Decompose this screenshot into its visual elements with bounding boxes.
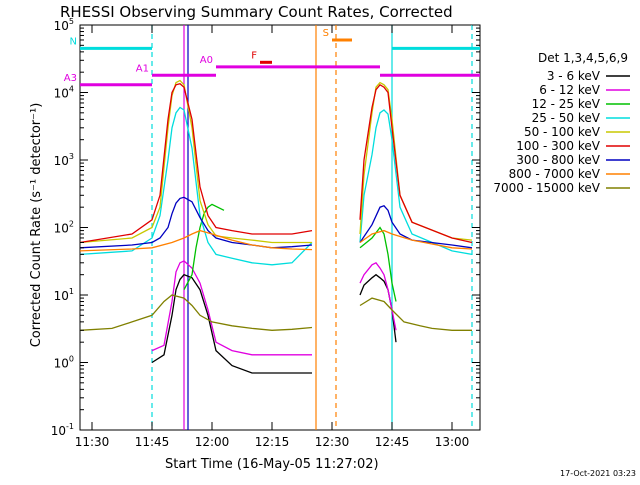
legend-label-2: 12 - 25 keV bbox=[532, 97, 601, 111]
legend-label-0: 3 - 6 keV bbox=[547, 69, 601, 83]
annotation-label-s: S bbox=[323, 28, 329, 39]
y-tick-label-1: 100 bbox=[54, 355, 74, 371]
annotation-label-a3: A3 bbox=[64, 73, 77, 84]
footer-date: 17-Oct-2021 03:23 bbox=[560, 469, 636, 478]
x-tick-label-1: 11:45 bbox=[135, 435, 170, 449]
series-line-4-1 bbox=[359, 81, 473, 241]
y-tick-label-2: 101 bbox=[54, 287, 74, 303]
y-tick-label-3: 102 bbox=[54, 220, 74, 236]
x-tick-label-4: 12:30 bbox=[315, 435, 350, 449]
annotation-label-n: N bbox=[70, 36, 77, 47]
legend-label-1: 6 - 12 keV bbox=[539, 83, 601, 97]
series-line-7-0 bbox=[79, 229, 313, 252]
series-line-6-0 bbox=[79, 196, 313, 249]
y-tick-label-4: 103 bbox=[54, 152, 74, 168]
series-line-3-1 bbox=[359, 109, 473, 256]
legend-label-4: 50 - 100 keV bbox=[524, 125, 601, 139]
plot-area: N S F A0 A1 A3 11:30 11:45 12:00 12:15 12:30 12:45 1… bbox=[51, 17, 630, 449]
y-tick-label-0: 10-1 bbox=[51, 422, 74, 438]
series-line-4-0 bbox=[79, 79, 312, 244]
annotation-label-a0: A0 bbox=[200, 55, 213, 66]
series-line-7-1 bbox=[359, 229, 473, 250]
series-line-5-0 bbox=[79, 82, 313, 244]
series-line-8-0 bbox=[79, 294, 313, 331]
x-tick-label-2: 12:00 bbox=[195, 435, 230, 449]
series-line-0-0 bbox=[151, 273, 312, 374]
legend-title: Det 1,3,4,5,6,9 bbox=[538, 51, 628, 65]
y-tick-label-6: 105 bbox=[54, 17, 74, 33]
series-line-1-0 bbox=[151, 260, 312, 356]
chart-title: RHESSI Observing Summary Count Rates, Co… bbox=[60, 3, 453, 21]
series-line-8-1 bbox=[359, 297, 472, 331]
x-tick-label-0: 11:30 bbox=[75, 435, 110, 449]
annotation-label-a1: A1 bbox=[136, 63, 149, 74]
series-line-2-1 bbox=[359, 226, 397, 302]
y-axis-label: Corrected Count Rate (s⁻¹ detector⁻¹) bbox=[29, 103, 44, 348]
series-line-6-1 bbox=[359, 205, 473, 249]
legend-label-6: 300 - 800 keV bbox=[516, 153, 600, 167]
x-tick-label-6: 13:00 bbox=[435, 435, 470, 449]
series-line-1-1 bbox=[359, 261, 397, 331]
y-tick-label-5: 104 bbox=[54, 85, 74, 101]
legend-label-7: 800 - 7000 keV bbox=[509, 167, 601, 181]
x-tick-label-3: 12:15 bbox=[255, 435, 290, 449]
series-line-5-1 bbox=[359, 83, 473, 244]
legend-label-3: 25 - 50 keV bbox=[532, 111, 601, 125]
legend-label-5: 100 - 300 keV bbox=[516, 139, 600, 153]
x-tick-label-5: 12:45 bbox=[375, 435, 410, 449]
annotation-label-f: F bbox=[251, 50, 257, 61]
series-line-3-0 bbox=[79, 106, 313, 266]
x-axis-label: Start Time (16-May-05 11:27:02) bbox=[165, 457, 379, 472]
legend-label-8: 7000 - 15000 keV bbox=[493, 181, 600, 195]
